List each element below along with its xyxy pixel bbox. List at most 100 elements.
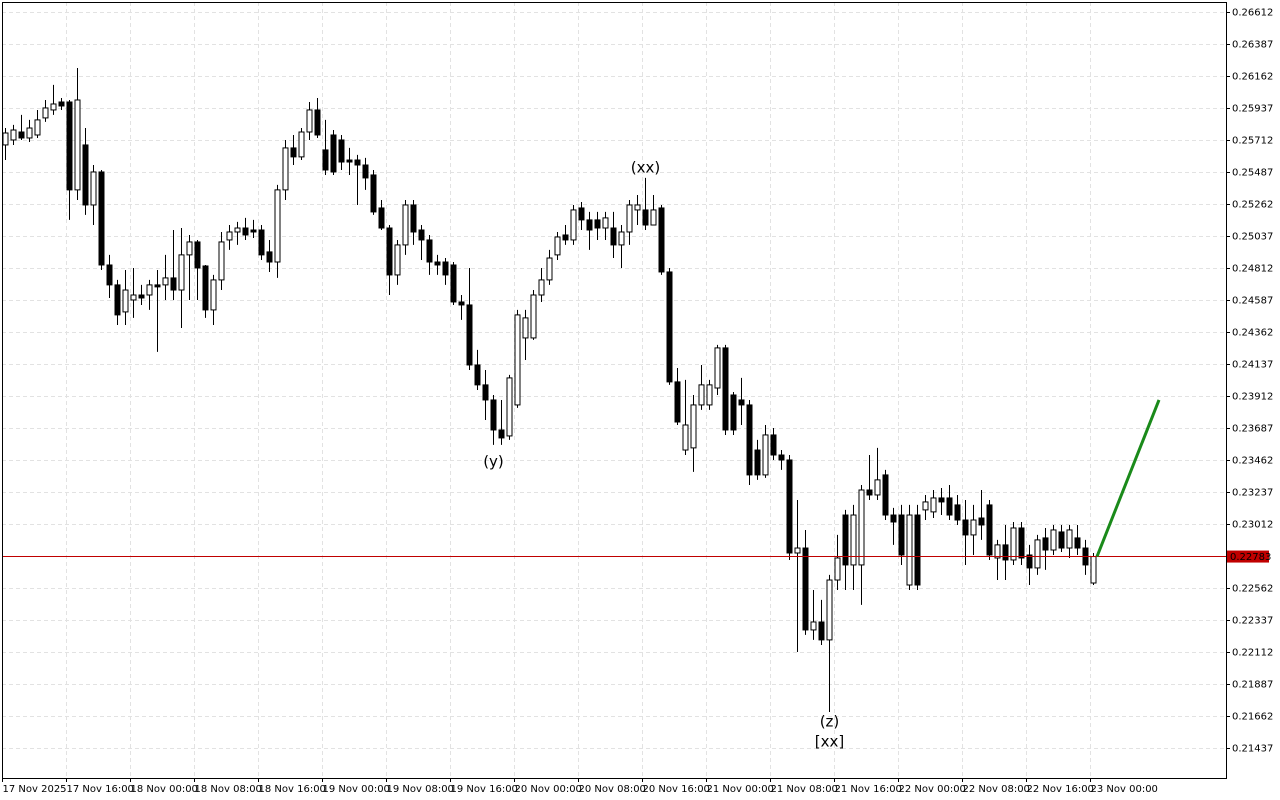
candle-body [802, 547, 809, 631]
candle-body [386, 227, 393, 276]
x-tick-label: 22 Nov 08:00 [963, 784, 1030, 795]
candle-body [738, 399, 745, 406]
candle-body [778, 454, 785, 461]
y-tick-label: 0.25487 [1232, 168, 1273, 179]
candle-body [682, 424, 689, 451]
candle-body [762, 434, 769, 476]
candle-body [1066, 529, 1073, 549]
candle-body [306, 109, 313, 133]
y-tick-label: 0.25937 [1232, 104, 1273, 115]
candle-body [578, 207, 585, 221]
candle-body [26, 127, 33, 139]
candle-body [114, 284, 121, 316]
candle-body [482, 384, 489, 401]
candle-body [74, 99, 81, 191]
candle-body [626, 204, 633, 233]
candle-body [82, 144, 89, 206]
candle-body [1058, 531, 1065, 549]
candle-body [610, 227, 617, 246]
candle-body [906, 514, 913, 586]
candle-body [226, 231, 233, 241]
y-tick-label: 0.26387 [1232, 40, 1273, 51]
y-tick-label: 0.21662 [1232, 712, 1273, 723]
last-price-label: 0.22783 [1230, 552, 1271, 563]
candle-body [986, 504, 993, 556]
candle-body [1042, 537, 1049, 551]
candle-body [250, 229, 257, 233]
candle-body [194, 241, 201, 269]
x-tick-label: 23 Nov 00:00 [1091, 784, 1158, 795]
candle-body [130, 294, 137, 301]
x-tick-label: 22 Nov 16:00 [1027, 784, 1094, 795]
candle-body [554, 236, 561, 256]
candle-body [346, 159, 353, 163]
candle-body [858, 489, 865, 566]
y-tick-label: 0.21437 [1232, 744, 1273, 755]
candle-body [1050, 529, 1057, 551]
candle-body [274, 189, 281, 263]
candle-body [154, 284, 161, 288]
last-price-box [1227, 550, 1269, 563]
x-tick-label: 18 Nov 00:00 [131, 784, 198, 795]
candle-body [106, 264, 113, 286]
candle-body [602, 217, 609, 229]
candle-body [850, 514, 857, 566]
y-tick-label: 0.22112 [1232, 648, 1273, 659]
axes: 0.26612 0.26387 0.26162 0.25937 0.25712 0.254… [2, 8, 1273, 795]
candle-body [442, 261, 449, 276]
candle-body [698, 384, 705, 406]
candle-body [826, 579, 833, 641]
candle-body [586, 219, 593, 231]
candle-body [122, 289, 129, 313]
y-tick-label: 0.24812 [1232, 264, 1273, 275]
y-tick-label: 0.23012 [1232, 520, 1273, 531]
candle-body [42, 107, 49, 119]
y-tick-label: 0.26612 [1232, 8, 1273, 19]
candle-body [506, 377, 513, 437]
x-tick-label: 22 Nov 00:00 [899, 784, 966, 795]
candle-body [1010, 527, 1017, 561]
x-tick-label: 17 Nov 16:00 [67, 784, 134, 795]
candle-body [474, 364, 481, 386]
candle-body [170, 277, 177, 291]
candle-body [418, 229, 425, 241]
y-tick-label: 0.24362 [1232, 328, 1273, 339]
candle-body [794, 547, 801, 554]
candle-body [890, 514, 897, 523]
candle-body [690, 404, 697, 449]
candle-body [146, 284, 153, 296]
candle-body [922, 501, 929, 511]
candle-body [162, 277, 169, 286]
candle-body [1026, 554, 1033, 569]
candle-body [66, 101, 73, 191]
y-tick-label: 0.23687 [1232, 424, 1273, 435]
candle-body [714, 347, 721, 389]
candle-body [498, 429, 505, 439]
candle-body [522, 317, 529, 339]
x-tick-label: 20 Nov 16:00 [643, 784, 710, 795]
candle-body [650, 209, 657, 226]
candle-body [458, 301, 465, 306]
candle-body [330, 134, 337, 173]
y-tick-label: 0.21887 [1232, 680, 1273, 691]
x-tick-label: 21 Nov 08:00 [771, 784, 838, 795]
x-tick-label: 20 Nov 00:00 [515, 784, 582, 795]
candle-body [866, 489, 873, 496]
candle-body [50, 103, 57, 111]
candle-body [514, 314, 521, 406]
x-tick-label: 18 Nov 08:00 [195, 784, 262, 795]
candle-body [530, 294, 537, 339]
candle-body [290, 147, 297, 158]
candle-body [426, 239, 433, 263]
candle-body [786, 459, 793, 554]
candle-body [594, 219, 601, 229]
candle-body [314, 109, 321, 136]
y-tick-label: 0.23237 [1232, 488, 1273, 499]
candle-body [938, 497, 945, 503]
candle-body [562, 234, 569, 241]
candle-body [642, 209, 649, 226]
y-tick-label: 0.24137 [1232, 360, 1273, 371]
x-tick-label: 17 Nov 2025 [3, 784, 67, 795]
x-tick-label: 19 Nov 16:00 [451, 784, 518, 795]
